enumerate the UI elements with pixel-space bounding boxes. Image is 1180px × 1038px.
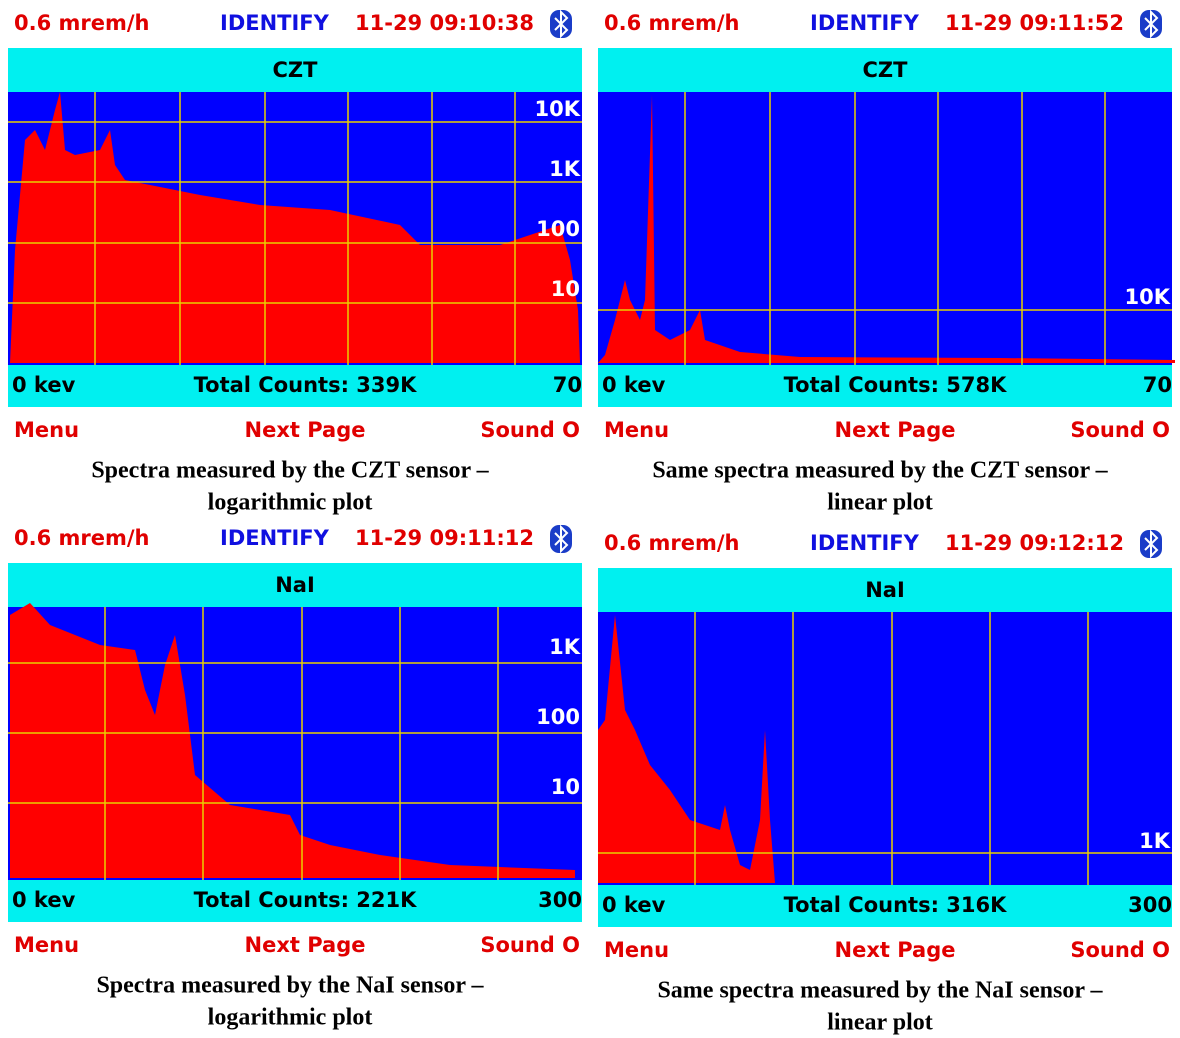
timestamp: 11-29 09:10:38 xyxy=(355,11,534,35)
dose-rate: 0.6 mrem/h xyxy=(14,526,150,550)
y-tick-label: 1K xyxy=(549,157,581,181)
timestamp: 11-29 09:12:12 xyxy=(945,531,1124,555)
caption-line: Spectra measured by the CZT sensor – xyxy=(91,458,489,484)
softkey: Sound O xyxy=(1070,418,1170,442)
softkey: Menu xyxy=(604,938,669,962)
dose-rate: 0.6 mrem/h xyxy=(604,531,740,555)
total-counts: Total Counts: 578K xyxy=(784,373,1008,397)
y-tick-label: 1K xyxy=(549,635,581,659)
total-counts: Total Counts: 339K xyxy=(194,373,418,397)
device-panel: 0.6 mrem/h IDENTIFY 11-29 09:11:52 CZT 10K 0 … xyxy=(598,10,1175,516)
timestamp: 11-29 09:11:52 xyxy=(945,11,1124,35)
device-panel: 0.6 mrem/h IDENTIFY 11-29 09:12:12 NaI 1K 0 k… xyxy=(598,530,1172,1036)
energy-start: 0 kev xyxy=(602,373,666,397)
caption-line: Same spectra measured by the CZT sensor … xyxy=(652,458,1108,484)
screenshot-collage: 0.6 mrem/h IDENTIFY 11-29 09:10:38 CZT 10K 1K… xyxy=(0,0,1180,1038)
detector-name: NaI xyxy=(865,578,905,602)
mode: IDENTIFY xyxy=(810,11,920,35)
softkey: Next Page xyxy=(245,933,366,957)
caption-line: logarithmic plot xyxy=(208,1005,373,1031)
plot-area xyxy=(598,92,1172,365)
y-tick-label: 10K xyxy=(535,97,581,121)
energy-end: 70 xyxy=(553,373,582,397)
softkey: Menu xyxy=(14,933,79,957)
softkey: Menu xyxy=(604,418,669,442)
caption-line: Same spectra measured by the NaI sensor … xyxy=(657,978,1103,1004)
timestamp: 11-29 09:11:12 xyxy=(355,526,534,550)
total-counts: Total Counts: 316K xyxy=(784,893,1008,917)
detector-name: NaI xyxy=(275,573,315,597)
softkey: Sound O xyxy=(1070,938,1170,962)
energy-start: 0 kev xyxy=(602,893,666,917)
device-panel: 0.6 mrem/h IDENTIFY 11-29 09:10:38 CZT 10K 1K… xyxy=(8,10,582,516)
softkey: Next Page xyxy=(835,938,956,962)
caption-line: linear plot xyxy=(827,1010,933,1036)
softkey: Next Page xyxy=(835,418,956,442)
mode: IDENTIFY xyxy=(220,11,330,35)
softkey: Next Page xyxy=(245,418,366,442)
energy-end: 300 xyxy=(1128,893,1172,917)
y-tick-label: 1K xyxy=(1139,829,1171,853)
y-tick-label: 100 xyxy=(536,705,580,729)
dose-rate: 0.6 mrem/h xyxy=(14,11,150,35)
dose-rate: 0.6 mrem/h xyxy=(604,11,740,35)
total-counts: Total Counts: 221K xyxy=(194,888,418,912)
caption-line: logarithmic plot xyxy=(208,490,373,516)
energy-end: 300 xyxy=(538,888,582,912)
softkey: Sound O xyxy=(480,418,580,442)
y-tick-label: 10 xyxy=(551,775,580,799)
energy-start: 0 kev xyxy=(12,373,76,397)
y-tick-label: 10K xyxy=(1125,285,1171,309)
detector-name: CZT xyxy=(273,58,319,82)
softkey: Menu xyxy=(14,418,79,442)
softkey: Sound O xyxy=(480,933,580,957)
mode: IDENTIFY xyxy=(220,526,330,550)
energy-start: 0 kev xyxy=(12,888,76,912)
detector-name: CZT xyxy=(863,58,909,82)
energy-end: 70 xyxy=(1143,373,1172,397)
mode: IDENTIFY xyxy=(810,531,920,555)
caption-line: linear plot xyxy=(827,490,933,516)
caption-line: Spectra measured by the NaI sensor – xyxy=(96,973,484,999)
y-tick-label: 10 xyxy=(551,277,580,301)
y-tick-label: 100 xyxy=(536,217,580,241)
